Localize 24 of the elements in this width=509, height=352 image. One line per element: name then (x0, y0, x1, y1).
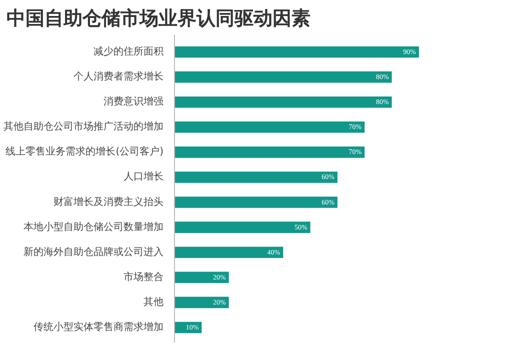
y-tick-label: 市场整合 (124, 270, 164, 283)
y-tick-label: 新的海外自助仓品牌或公司进入 (24, 246, 164, 258)
bar (174, 246, 284, 258)
bar (174, 146, 365, 158)
y-tick-label: 减少的住所面积 (94, 46, 164, 58)
y-tick-label: 财富增长及消费主义抬头 (54, 196, 164, 208)
y-tick-label: 本地小型自助仓储公司数量增加 (24, 220, 164, 233)
y-tick-label: 个人消费者需求增长 (74, 70, 164, 83)
y-tick-label: 线上零售业务需求的增长(公司客户) (6, 146, 164, 158)
y-tick-label: 传统小型实体零售商需求增加 (34, 320, 164, 333)
y-tick-label: 其他自助仓公司市场推广活动的增加 (4, 120, 164, 133)
bar (174, 296, 229, 308)
bar (174, 222, 310, 233)
y-tick-label: 消费意识增强 (104, 96, 164, 108)
bar (174, 196, 338, 208)
bar (174, 172, 338, 183)
bar (174, 71, 392, 83)
y-tick-label: 其他 (144, 296, 164, 308)
bar (174, 272, 229, 284)
bar (174, 46, 419, 58)
bar (174, 96, 392, 108)
chart-title: 中国自助仓储市场业界认同驱动因素 (6, 8, 310, 30)
bar (174, 122, 365, 133)
y-tick-label: 人口增长 (124, 170, 164, 183)
